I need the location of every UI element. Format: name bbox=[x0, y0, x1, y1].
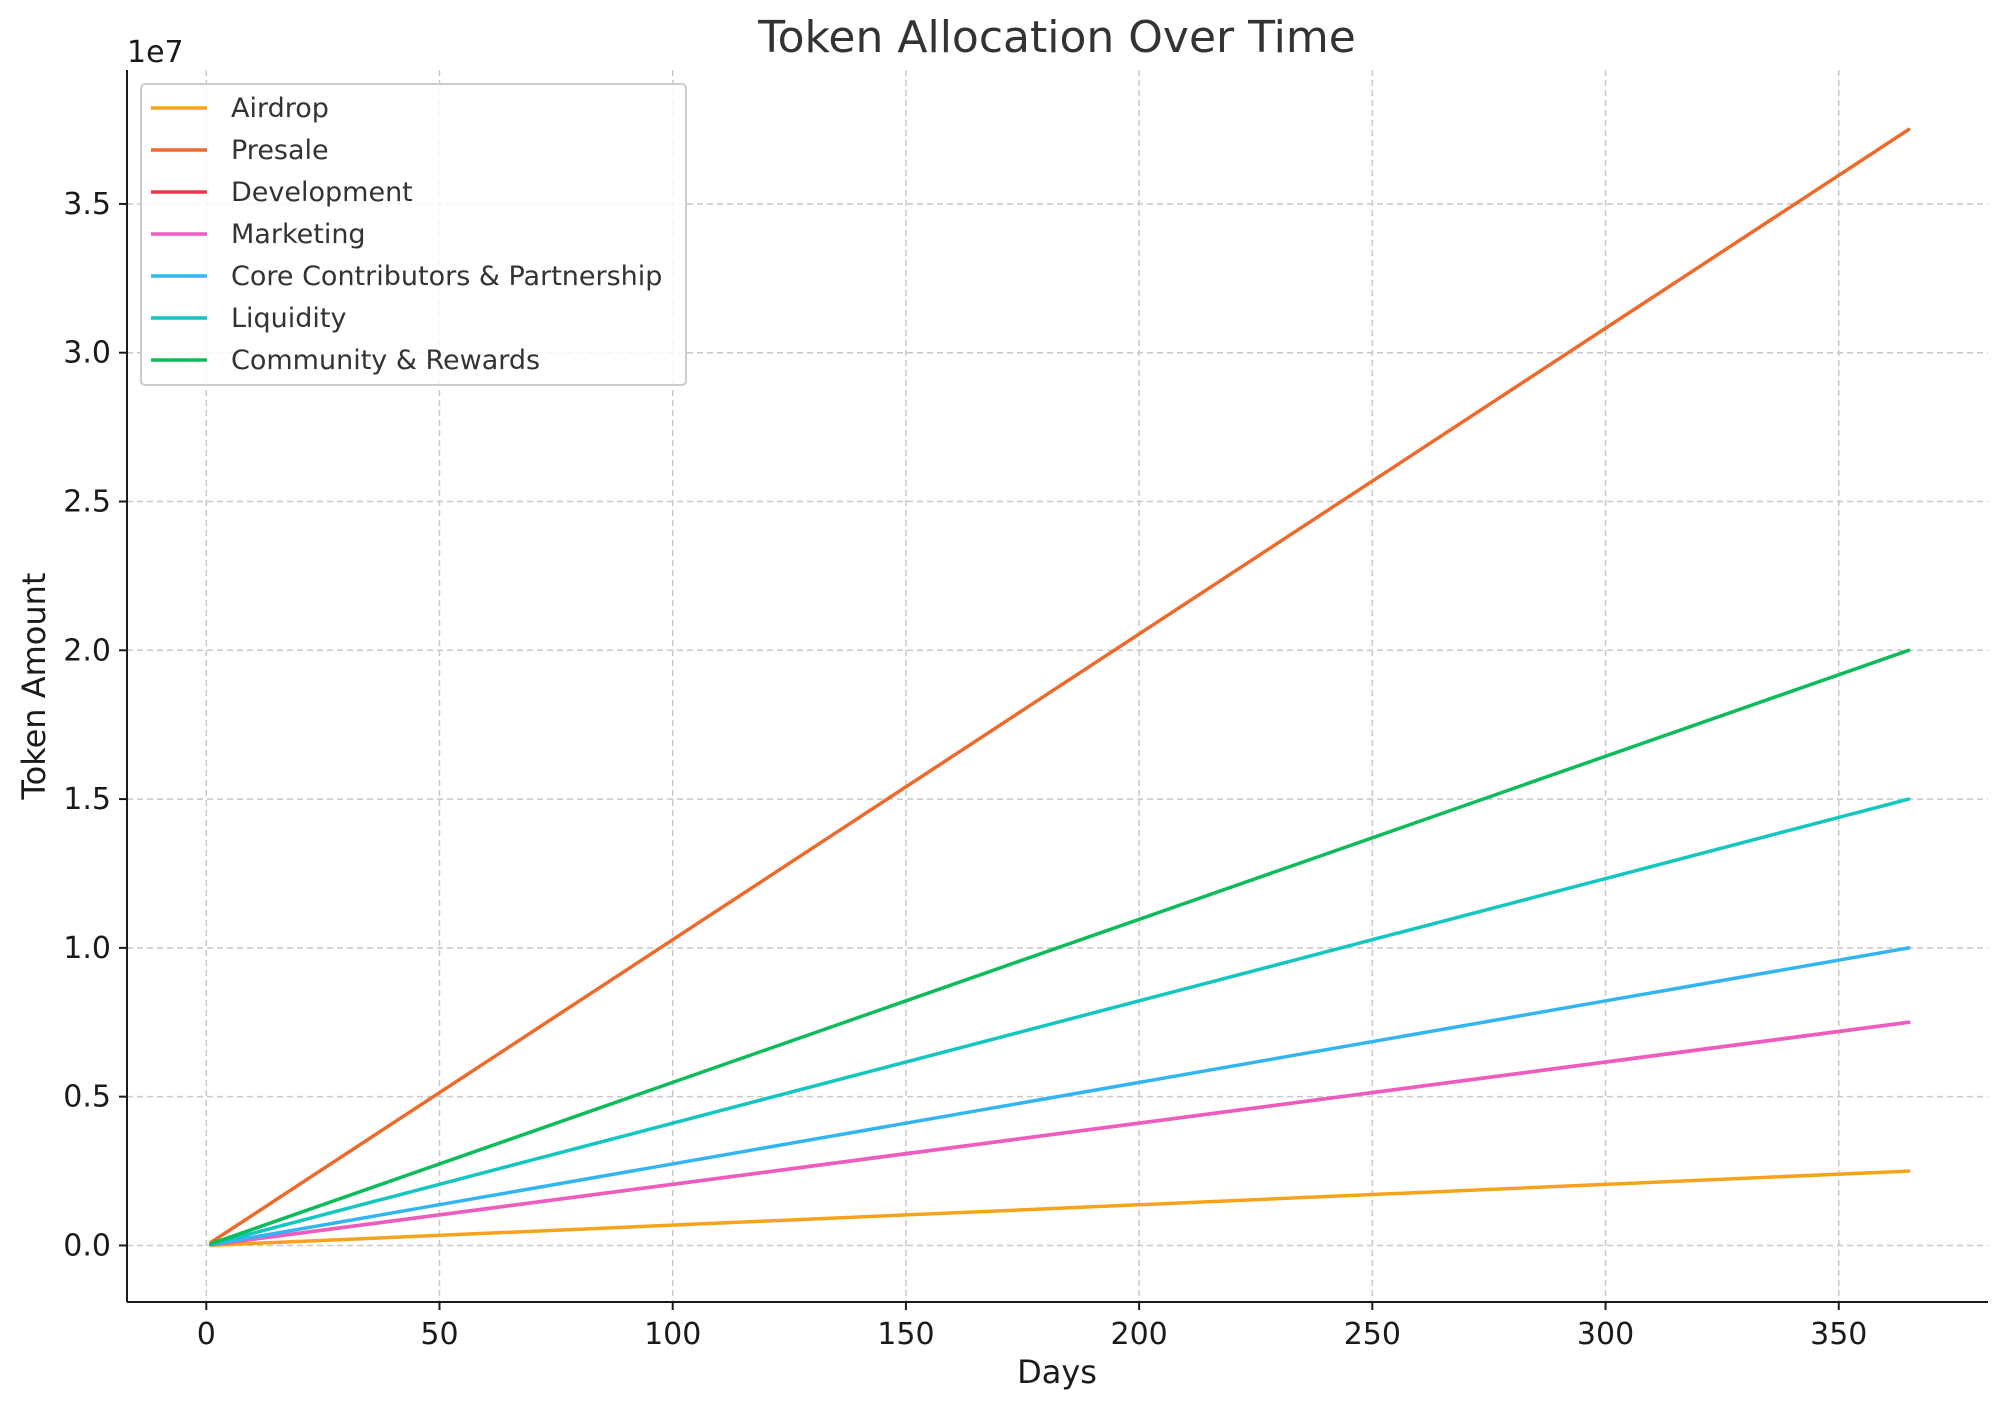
legend-label: Liquidity bbox=[231, 303, 347, 334]
x-tick-label: 250 bbox=[1344, 1317, 1401, 1352]
series-line-marketing bbox=[209, 1020, 1911, 1247]
x-tick-label: 0 bbox=[197, 1317, 216, 1352]
x-tick-label: 100 bbox=[644, 1317, 701, 1352]
y-tick-label: 0.0 bbox=[63, 1228, 111, 1263]
y-tick-label: 3.5 bbox=[63, 187, 111, 222]
x-tick-label: 300 bbox=[1577, 1317, 1634, 1352]
y-tick-label: 2.5 bbox=[63, 484, 111, 519]
x-tick-label: 350 bbox=[1810, 1317, 1867, 1352]
legend-label: Community & Rewards bbox=[231, 345, 540, 376]
legend-label: Marketing bbox=[231, 219, 366, 250]
legend-frame bbox=[140, 83, 687, 386]
series-line-presale bbox=[209, 127, 1911, 1245]
series-line-core-contributors-partnership bbox=[209, 946, 1911, 1247]
legend-label: Presale bbox=[231, 135, 329, 166]
y-tick-label: 1.0 bbox=[63, 931, 111, 966]
series-line-airdrop bbox=[209, 1169, 1911, 1248]
y-tick-label: 1.5 bbox=[63, 782, 111, 817]
chart-title: Token Allocation Over Time bbox=[757, 12, 1356, 63]
series-line-community-rewards bbox=[209, 648, 1911, 1246]
legend-label: Airdrop bbox=[231, 93, 329, 124]
x-axis-label: Days bbox=[1017, 1353, 1097, 1391]
legend-label: Development bbox=[231, 177, 413, 208]
legend: Airdrop Presale Development Marketing Core C… bbox=[140, 83, 687, 386]
tick-layer: 0 50 100 150 200 250 300 350 0.0 0.5 1.0 1.5 2.0 2.5 3… bbox=[63, 187, 1867, 1352]
x-tick-label: 200 bbox=[1110, 1317, 1167, 1352]
series-line-liquidity bbox=[209, 797, 1911, 1246]
y-offset-label: 1e7 bbox=[127, 35, 184, 70]
y-axis-label: Token Amount bbox=[15, 573, 53, 801]
x-tick-label: 150 bbox=[877, 1317, 934, 1352]
series-layer bbox=[209, 127, 1911, 1248]
y-tick-label: 0.5 bbox=[63, 1080, 111, 1115]
legend-label: Core Contributors & Partnership bbox=[231, 261, 662, 292]
y-tick-label: 3.0 bbox=[63, 336, 111, 371]
x-tick-label: 50 bbox=[420, 1317, 458, 1352]
y-tick-label: 2.0 bbox=[63, 633, 111, 668]
